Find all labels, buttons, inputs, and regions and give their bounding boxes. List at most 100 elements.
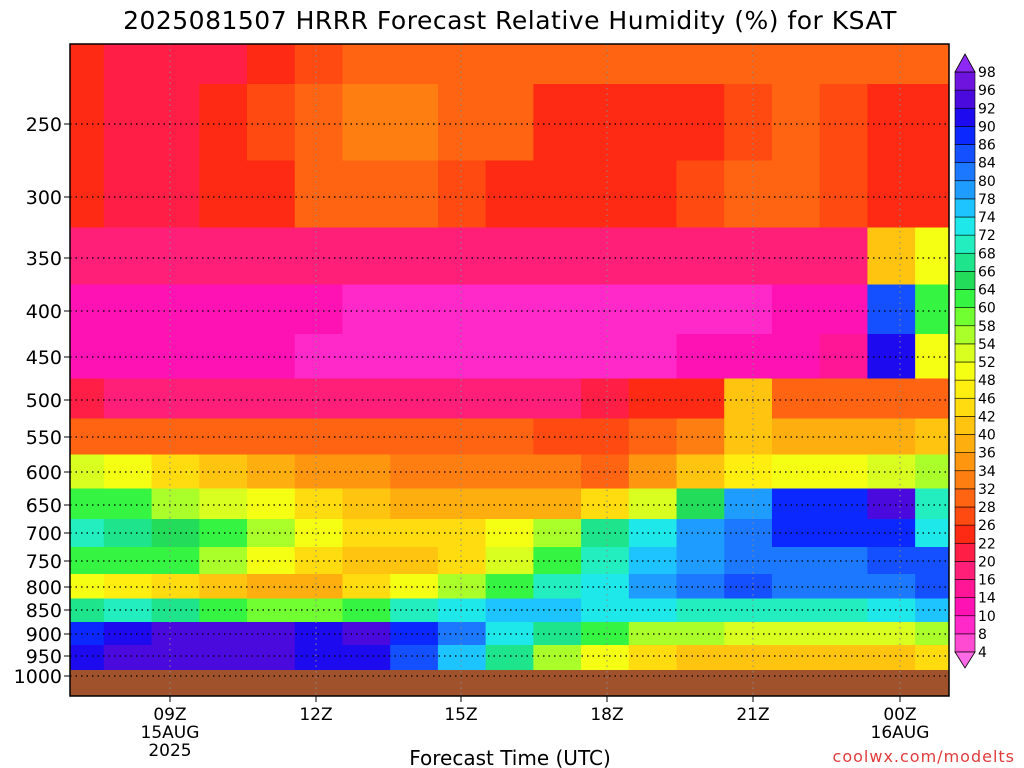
heatmap-cell <box>247 334 296 380</box>
colorbar-segment <box>954 162 976 182</box>
heatmap-cell <box>199 488 248 520</box>
heatmap-cell <box>390 284 439 335</box>
heatmap-cell <box>247 574 296 600</box>
colorbar-label: 92 <box>978 101 996 117</box>
heatmap-cell <box>151 488 200 520</box>
y-tick-label: 850 <box>26 600 62 622</box>
heatmap-cell <box>771 284 821 335</box>
colorbar-segment <box>954 361 976 381</box>
heatmap-cell <box>867 227 916 286</box>
heatmap-cell <box>724 160 773 229</box>
heatmap-cell <box>628 488 678 520</box>
heatmap-cell <box>819 574 869 600</box>
heatmap-cell <box>390 645 439 671</box>
colorbar-label: 42 <box>978 409 996 425</box>
heatmap-cell <box>70 227 105 286</box>
heatmap-cell <box>676 284 725 335</box>
heatmap-cell <box>294 284 344 335</box>
heatmap-cell <box>485 160 534 229</box>
heatmap-cell <box>915 454 949 490</box>
heatmap-cell <box>867 160 916 229</box>
heatmap-cell <box>70 488 105 520</box>
heatmap-cell <box>819 547 869 575</box>
heatmap-cell <box>390 227 439 286</box>
heatmap-cell <box>294 44 344 85</box>
colorbar-label: 22 <box>978 536 996 552</box>
heatmap-cell <box>390 44 439 85</box>
colorbar-segment <box>954 234 976 254</box>
chart-title: 2025081507 HRRR Forecast Relative Humidi… <box>123 6 897 35</box>
heatmap-cell <box>676 598 725 623</box>
heatmap-cell <box>103 547 153 575</box>
heatmap-cell <box>437 84 487 162</box>
heatmap-cell <box>390 84 439 162</box>
heatmap-cell <box>390 334 439 380</box>
heatmap-cell <box>915 227 949 286</box>
heatmap-cell <box>390 519 439 548</box>
heatmap-cell <box>151 44 200 85</box>
heatmap-cell <box>485 44 534 85</box>
heatmap-cell <box>390 454 439 490</box>
heatmap-cell <box>247 84 296 162</box>
colorbar-label: 64 <box>978 283 996 299</box>
heatmap-cell <box>199 622 248 646</box>
colorbar-segment <box>954 180 976 200</box>
heatmap-cell <box>199 454 248 490</box>
heatmap-cell <box>676 547 725 575</box>
heatmap-cell <box>199 84 248 162</box>
heatmap-cell <box>70 44 105 85</box>
heatmap-cell <box>724 84 773 162</box>
heatmap-cell <box>70 284 105 335</box>
colorbar-label: 68 <box>978 246 996 262</box>
heatmap-cell <box>103 622 153 646</box>
heatmap-cell <box>247 418 296 456</box>
heatmap-cell <box>533 378 582 420</box>
y-tick-label: 250 <box>26 114 62 136</box>
heatmap-cell <box>676 334 725 380</box>
heatmap-cell <box>70 160 105 229</box>
heatmap-cell <box>103 598 153 623</box>
colorbar-label: 10 <box>978 609 996 625</box>
heatmap-cell <box>485 284 534 335</box>
heatmap-cell <box>199 519 248 548</box>
heatmap-cell <box>342 488 391 520</box>
heatmap-cell <box>915 547 949 575</box>
heatmap-cell <box>819 454 869 490</box>
heatmap-cell <box>533 84 582 162</box>
heatmap-cell <box>724 519 773 548</box>
colorbar-label: 66 <box>978 264 996 280</box>
y-tick-label: 550 <box>26 427 62 449</box>
heatmap-cell <box>915 160 949 229</box>
heatmap-cell <box>294 227 344 286</box>
heatmap-cell <box>103 488 153 520</box>
heatmap-cell <box>342 227 391 286</box>
colorbar-segment <box>954 615 976 635</box>
heatmap-cell <box>390 160 439 229</box>
heatmap-cell <box>437 488 487 520</box>
colorbar-label: 80 <box>978 174 996 190</box>
x-tick-label: 18Z <box>590 705 623 725</box>
y-tick-label: 400 <box>26 301 62 323</box>
heatmap-cell <box>676 227 725 286</box>
colorbar-segment <box>954 506 976 526</box>
grid-lines <box>70 44 949 696</box>
x-tick-sublabel: 15AUG <box>141 723 200 743</box>
heatmap-cell <box>342 378 391 420</box>
heatmap-cell <box>103 378 153 420</box>
heatmap-cell <box>915 488 949 520</box>
heatmap-cell <box>724 488 773 520</box>
heatmap-cell <box>342 160 391 229</box>
heatmap-cell <box>915 574 949 600</box>
y-tick-label: 300 <box>26 187 62 209</box>
heatmap-cell <box>724 622 773 646</box>
heatmap-cell <box>103 160 153 229</box>
colorbar-segment <box>954 325 976 345</box>
heatmap-cell <box>819 519 869 548</box>
heatmap-cell <box>819 334 869 380</box>
colorbar-label: 32 <box>978 482 996 498</box>
colorbar-label: 20 <box>978 554 996 570</box>
heatmap-cell <box>819 622 869 646</box>
heatmap-cell <box>771 645 821 671</box>
heatmap-cell <box>247 284 296 335</box>
